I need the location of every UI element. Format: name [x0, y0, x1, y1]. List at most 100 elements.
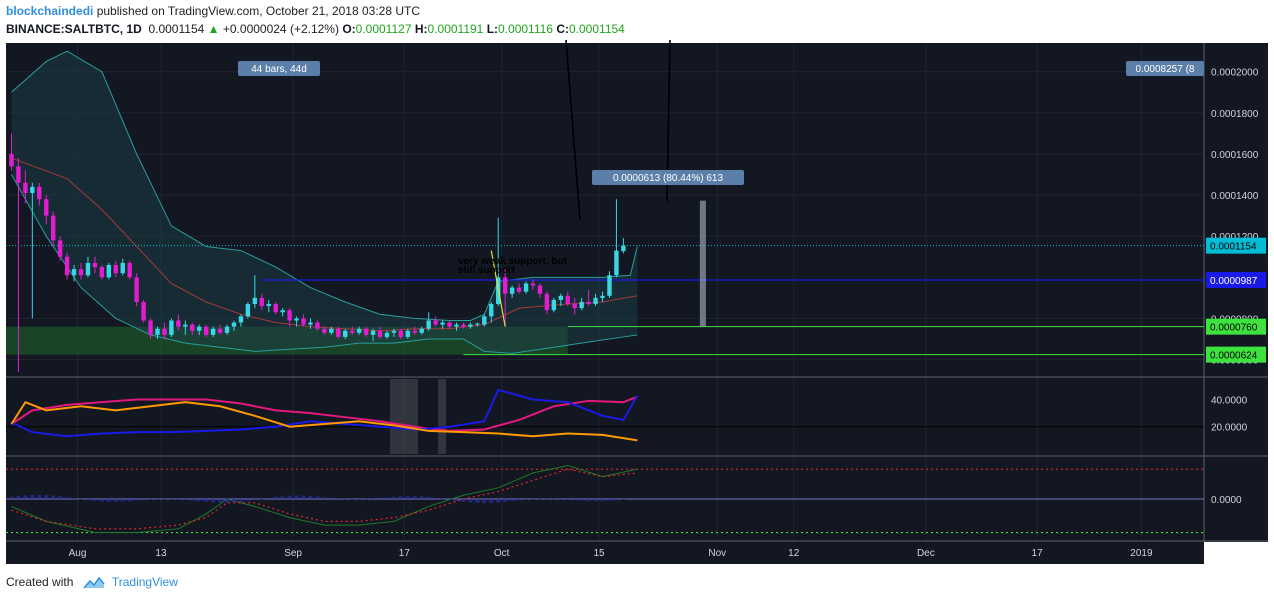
bars-measure-label-box	[238, 61, 320, 76]
symbol-name: BINANCE:SALTBTC, 1D	[6, 22, 142, 36]
candle-body	[586, 301, 591, 305]
candle-body	[197, 326, 202, 331]
macd-histogram-bar	[30, 494, 35, 499]
macd-histogram-bar	[58, 496, 63, 499]
dmi-tick-label: 40.0000	[1211, 395, 1248, 406]
range-measure-bar	[699, 200, 706, 327]
author-link[interactable]: blockchaindedi	[6, 4, 94, 18]
candle-body	[537, 285, 543, 294]
up-arrow-icon: ▲	[207, 22, 220, 36]
candle-body	[280, 310, 285, 313]
high-value: 0.0001191	[427, 22, 484, 36]
macd-histogram-bar	[141, 499, 146, 500]
candle-body	[516, 287, 522, 292]
tradingview-logo-icon	[83, 576, 105, 589]
candle-body	[78, 269, 84, 276]
candle-body	[315, 322, 320, 329]
macd-histogram-bar	[65, 497, 70, 499]
candle-body	[607, 275, 612, 296]
macd-histogram-bar	[204, 499, 209, 502]
macd-histogram-bar	[454, 499, 459, 501]
bollinger-fill	[11, 51, 638, 354]
macd-histogram-bar	[565, 499, 570, 500]
macd-histogram-bar	[190, 499, 195, 501]
macd-histogram-bar	[412, 496, 417, 499]
candle-body	[301, 318, 306, 325]
candle-body	[245, 304, 251, 317]
dmi-highlight	[438, 379, 446, 454]
candle-body	[593, 297, 598, 305]
candle-body	[127, 262, 132, 278]
macd-histogram-bar	[280, 496, 285, 499]
macd-histogram-bar	[447, 499, 452, 500]
macd-histogram-bar	[517, 499, 522, 501]
low-value: 0.0001116	[498, 22, 553, 36]
close-label: C:	[556, 22, 569, 36]
candle-body	[482, 316, 487, 325]
candle-body	[106, 264, 112, 278]
candle-body	[336, 328, 341, 337]
candle-body	[558, 295, 564, 300]
macd-histogram-bar	[586, 499, 591, 502]
macd-histogram-bar	[461, 499, 466, 502]
candle-body	[614, 250, 619, 276]
dmi-series-line-3	[10, 400, 638, 442]
macd-histogram-bar	[225, 499, 230, 503]
macd-histogram-bar	[301, 495, 306, 499]
annotation-text: very weak support, but	[458, 256, 568, 267]
macd-histogram-bar	[308, 495, 313, 499]
candle-body	[64, 256, 70, 276]
price-tick-label: 0.0001600	[1211, 150, 1259, 161]
candle-body	[210, 328, 216, 335]
close-value: 0.0001154	[569, 22, 625, 36]
macd-histogram-bar	[468, 499, 473, 503]
candle-body	[363, 328, 369, 335]
candle-body	[148, 320, 153, 335]
drawn-trend-line	[565, 40, 581, 220]
macd-histogram-bar	[127, 499, 132, 502]
candle-body	[579, 301, 584, 309]
macd-histogram-bar	[607, 499, 612, 501]
macd-histogram-bar	[99, 499, 104, 502]
price-tag-label: 0.0000760	[1210, 323, 1258, 334]
macd-histogram-bar	[238, 499, 243, 502]
tradingview-link[interactable]: TradingView	[111, 575, 178, 589]
candle-body	[621, 245, 626, 252]
candle-body	[322, 328, 327, 333]
candle-body	[419, 328, 424, 333]
candle-body	[433, 320, 438, 325]
macd-histogram-bar	[343, 498, 348, 500]
range-measure-label: 0.0000613 (80.44%) 613	[613, 173, 724, 184]
candle-body	[565, 295, 570, 305]
macd-histogram-bar	[294, 495, 299, 499]
candle-body	[224, 326, 230, 333]
candle-body	[190, 324, 195, 331]
macd-histogram-bar	[614, 499, 619, 501]
time-tick-label: 12	[788, 548, 800, 559]
macd-histogram-bar	[544, 498, 549, 500]
macd-histogram-bar	[51, 495, 56, 499]
candle-body	[30, 186, 35, 194]
macd-histogram-bar	[169, 499, 174, 500]
macd-histogram-bar	[23, 495, 28, 499]
time-axis-background	[6, 542, 1204, 564]
candle-body	[544, 293, 550, 311]
candle-body	[391, 330, 397, 333]
candle-body	[44, 199, 49, 216]
macd-histogram-bar	[92, 499, 97, 501]
macd-histogram-bar	[245, 499, 250, 502]
candle-body	[231, 322, 237, 327]
macd-histogram-bar	[371, 498, 376, 499]
macd-histogram-bar	[287, 495, 292, 499]
macd-histogram-bar	[106, 499, 111, 502]
candle-body	[162, 328, 167, 335]
candle-body	[405, 330, 411, 337]
macd-histogram-bar	[551, 498, 556, 500]
candle-body	[370, 330, 376, 335]
macd-histogram-bar	[176, 499, 181, 500]
bollinger-basis-line	[11, 157, 638, 332]
time-tick-label: 15	[593, 548, 605, 559]
macd-histogram-bar	[579, 499, 584, 501]
candle-body	[85, 262, 91, 276]
